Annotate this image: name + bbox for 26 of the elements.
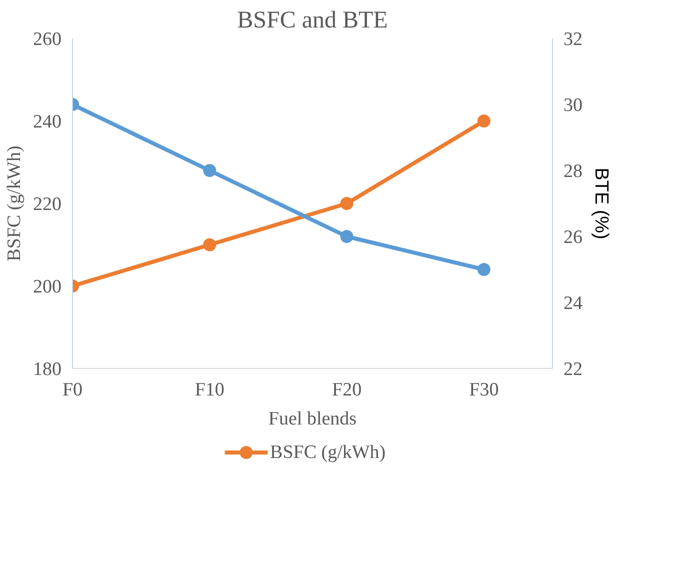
point [203,164,216,177]
x-axis-title: Fuel blends [268,408,357,430]
y2-tick-label: 32 [564,29,582,50]
y-axis-title: BSFC (g/kWh) [4,146,25,262]
y-tick-label: 200 [33,276,62,298]
y2-tick-label: 26 [564,227,582,248]
point [203,238,216,252]
y-tick-label: 180 [33,359,62,380]
y2-tick-label: 30 [564,95,582,116]
y-tick-label: 220 [33,194,62,215]
point [477,114,490,128]
chart-title: BSFC and BTE [237,8,388,34]
x-tick-label: F20 [332,380,362,400]
x-tick-label: F0 [62,380,83,400]
x-tick-label: F10 [194,380,224,400]
x-tick-label: F30 [469,380,499,400]
y-tick-label: 240 [33,112,62,132]
y2-tick-label: 22 [564,359,582,380]
y-tick-label: 260 [33,29,62,50]
legend-label: BSFC (g/kWh) [270,442,386,463]
y2-tick-label: 28 [564,161,582,182]
point [477,263,490,276]
y2-tick-label: 24 [564,293,583,314]
y2-axis-title: BTE (%) [590,168,612,240]
point [340,197,354,210]
point [340,230,354,243]
